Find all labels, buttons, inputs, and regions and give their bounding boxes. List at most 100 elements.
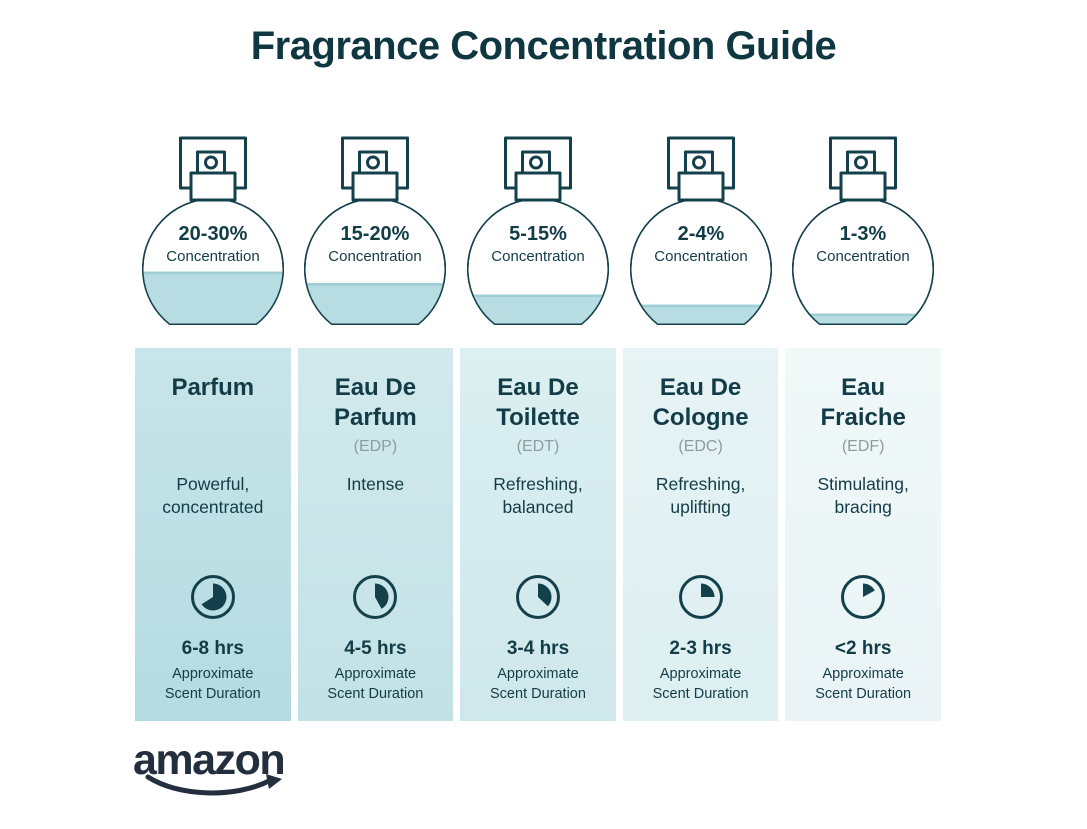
perfume-bottle: 5-15% Concentration xyxy=(467,136,610,325)
fragrance-description: Intense xyxy=(347,473,404,519)
liquid-surface xyxy=(629,304,772,308)
concentration-label: Concentration xyxy=(654,248,747,265)
fragrance-abbrev: (EDF) xyxy=(841,438,885,455)
perfume-bottle: 2-4% Concentration xyxy=(629,136,772,325)
clock-icon xyxy=(353,575,398,619)
clock-icon xyxy=(678,575,723,619)
bottle-collar xyxy=(677,171,725,202)
bottle-nozzle-hole xyxy=(691,155,706,170)
scent-duration-note-line1: Approximate xyxy=(172,666,254,682)
concentration-value: 15-20% xyxy=(341,223,410,245)
bottle-collar xyxy=(189,171,237,202)
concentration-value: 1-3% xyxy=(840,223,887,245)
fragrance-desc-line2: balanced xyxy=(502,497,574,517)
bottle-collar xyxy=(351,171,399,202)
scent-duration-note-line1: Approximate xyxy=(659,666,742,682)
fragrance-name-line1: Eau xyxy=(841,374,886,401)
bottle-nozzle-hole xyxy=(366,155,381,170)
fragrance-name-line2: Parfum xyxy=(334,404,417,431)
fragrance-abbrev: (EDT) xyxy=(516,438,560,455)
scent-duration-note-line2: Scent Duration xyxy=(327,686,424,702)
perfume-bottle: 1-3% Concentration xyxy=(792,136,935,325)
concentration-label: Concentration xyxy=(329,248,422,265)
liquid-surface xyxy=(467,294,610,298)
clock-wedge xyxy=(863,583,876,597)
scent-duration-note-line2: Scent Duration xyxy=(652,686,749,702)
bottle-nozzle-hole xyxy=(203,155,218,170)
fragrance-name-line1: Parfum xyxy=(171,374,255,401)
clock-wedge xyxy=(537,583,552,607)
fragrance-description: Refreshing, balanced xyxy=(493,473,583,519)
fragrance-name: Parfum xyxy=(171,373,254,433)
fragrance-abbrev: (EDC) xyxy=(678,438,723,455)
scent-duration-note-line2: Scent Duration xyxy=(490,686,586,702)
clock-wedge xyxy=(201,583,227,611)
bottle-nozzle-hole xyxy=(854,155,869,170)
scent-duration-value: <2 hrs xyxy=(834,638,892,659)
fragrance-name: Eau De Parfum xyxy=(334,373,417,433)
scent-duration-value: 6-8 hrs xyxy=(181,638,244,659)
scent-duration-note: Approximate Scent Duration xyxy=(490,664,586,704)
liquid-fill xyxy=(629,304,772,325)
fragrance-name-line2: Fraiche xyxy=(820,404,906,431)
amazon-logo: amazon xyxy=(133,738,303,801)
concentration-value: 5-15% xyxy=(509,223,567,245)
clock-icon xyxy=(190,575,235,619)
liquid-surface xyxy=(304,283,447,286)
scent-duration-value: 2-3 hrs xyxy=(669,638,732,659)
perfume-bottle: 20-30% Concentration xyxy=(141,136,284,325)
fragrance-desc-line2: uplifting xyxy=(670,497,731,517)
clock-wedge xyxy=(700,583,715,597)
clock-icon xyxy=(841,575,886,619)
scent-duration-note: Approximate Scent Duration xyxy=(327,664,423,704)
fragrance-column: Eau De Parfum (EDP) Intense 4-5 hrs Appr… xyxy=(297,348,454,721)
fragrance-column: Parfum Powerful, concentrated 6-8 hrs Ap… xyxy=(135,348,291,721)
scent-duration-note: Approximate Scent Duration xyxy=(815,664,911,704)
fragrance-column: Eau De Cologne (EDC) Refreshing, uplifti… xyxy=(622,348,779,721)
scent-duration-note: Approximate Scent Duration xyxy=(653,664,749,704)
fragrance-name: Eau Fraiche xyxy=(820,373,905,433)
liquid-surface xyxy=(141,271,284,275)
fragrance-name-line1: Eau De xyxy=(659,374,742,401)
clock-icon xyxy=(515,575,560,619)
scent-duration-value: 4-5 hrs xyxy=(344,638,407,659)
fragrance-description: Stimulating, bracing xyxy=(817,473,908,519)
clock-wedge xyxy=(375,583,389,609)
liquid-fill xyxy=(304,283,447,325)
scent-duration-note-line1: Approximate xyxy=(497,666,579,682)
bottle-collar xyxy=(514,171,562,202)
fragrance-column: Eau De Toilette (EDT) Refreshing, balanc… xyxy=(460,348,616,721)
concentration-value: 20-30% xyxy=(178,223,247,245)
bottle-collar xyxy=(839,171,887,202)
perfume-bottle: 15-20% Concentration xyxy=(304,136,447,325)
fragrance-description: Powerful, concentrated xyxy=(162,473,263,519)
scent-duration-value: 3-4 hrs xyxy=(506,638,570,659)
liquid-fill xyxy=(792,313,935,325)
fragrance-description: Refreshing, uplifting xyxy=(656,473,746,519)
amazon-wordmark: amazon xyxy=(133,736,286,784)
fragrance-name-line2: Cologne xyxy=(652,404,749,431)
fragrance-desc-line1: Intense xyxy=(346,474,405,494)
fragrance-desc-line2: concentrated xyxy=(162,497,264,517)
concentration-value: 2-4% xyxy=(677,223,724,245)
fragrance-name: Eau De Toilette xyxy=(496,373,580,433)
page-title: Fragrance Concentration Guide xyxy=(250,24,837,68)
bottle-nozzle-hole xyxy=(529,155,543,170)
fragrance-name-line1: Eau De xyxy=(497,374,579,401)
concentration-label: Concentration xyxy=(166,248,259,265)
fragrance-desc-line2: bracing xyxy=(834,497,892,517)
fragrance-name-line1: Eau De xyxy=(334,374,417,401)
concentration-label: Concentration xyxy=(491,248,584,265)
fragrance-table: Parfum Powerful, concentrated 6-8 hrs Ap… xyxy=(135,348,941,721)
scent-duration-note-line2: Scent Duration xyxy=(815,686,912,702)
scent-duration-note-line2: Scent Duration xyxy=(164,686,261,702)
fragrance-desc-line1: Refreshing, xyxy=(655,474,746,494)
fragrance-desc-line1: Refreshing, xyxy=(493,474,583,494)
scent-duration-note-line1: Approximate xyxy=(334,666,417,682)
liquid-surface xyxy=(792,313,935,317)
scent-duration-note-line1: Approximate xyxy=(822,666,904,682)
amazon-smile-icon xyxy=(145,774,282,796)
fragrance-desc-line1: Powerful, xyxy=(176,474,250,494)
fragrance-abbrev: (EDP) xyxy=(353,438,398,455)
fragrance-desc-line1: Stimulating, xyxy=(817,474,909,494)
